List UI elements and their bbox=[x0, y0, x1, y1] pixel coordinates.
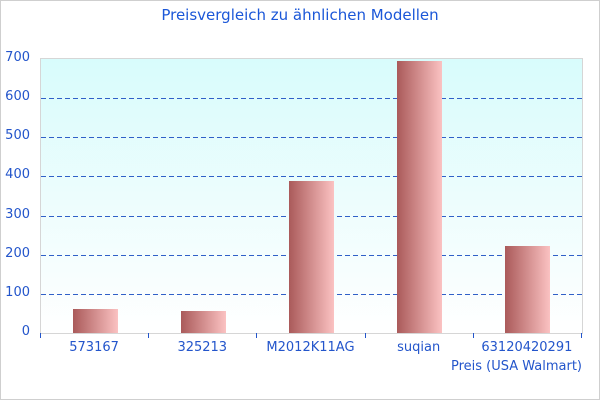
x-axis-tick bbox=[364, 333, 366, 338]
gridline-500 bbox=[41, 137, 582, 139]
y-tick-label: 500 bbox=[5, 128, 30, 144]
x-axis-tick bbox=[40, 333, 41, 338]
gridline-600 bbox=[41, 98, 582, 100]
y-tick-label: 100 bbox=[5, 284, 30, 300]
y-tick-label: 700 bbox=[5, 50, 30, 65]
x-axis-caption: Preis (USA Walmart) bbox=[450, 359, 582, 374]
x-axis-tick bbox=[472, 333, 474, 338]
x-tick-label-325213: 325213 bbox=[177, 340, 228, 355]
y-tick-label: 0 bbox=[21, 324, 30, 339]
y-tick-label: 600 bbox=[5, 89, 30, 105]
chart-title: Preisvergleich zu ähnlichen Modellen bbox=[161, 6, 439, 24]
x-tick-label-63120420291: 63120420291 bbox=[481, 340, 573, 355]
y-tick-label: 300 bbox=[5, 206, 30, 222]
y-tick-label: 200 bbox=[5, 245, 30, 261]
x-tick-label-573167: 573167 bbox=[69, 340, 119, 355]
x-tick-label-suqian: suqian bbox=[397, 340, 441, 355]
bar-325213 bbox=[180, 311, 226, 333]
x-axis-tick bbox=[581, 333, 582, 338]
plot-area bbox=[40, 58, 583, 334]
bar-573167 bbox=[72, 309, 118, 333]
gridline-400 bbox=[41, 176, 582, 178]
x-axis-tick bbox=[148, 333, 150, 338]
bar-63120420291 bbox=[505, 246, 551, 333]
x-axis-tick bbox=[256, 333, 258, 338]
y-tick-label: 400 bbox=[5, 167, 30, 183]
x-tick-label-M2012K11AG: M2012K11AG bbox=[266, 340, 355, 355]
bar-M2012K11AG bbox=[289, 181, 334, 333]
bar-suqian bbox=[397, 61, 443, 333]
